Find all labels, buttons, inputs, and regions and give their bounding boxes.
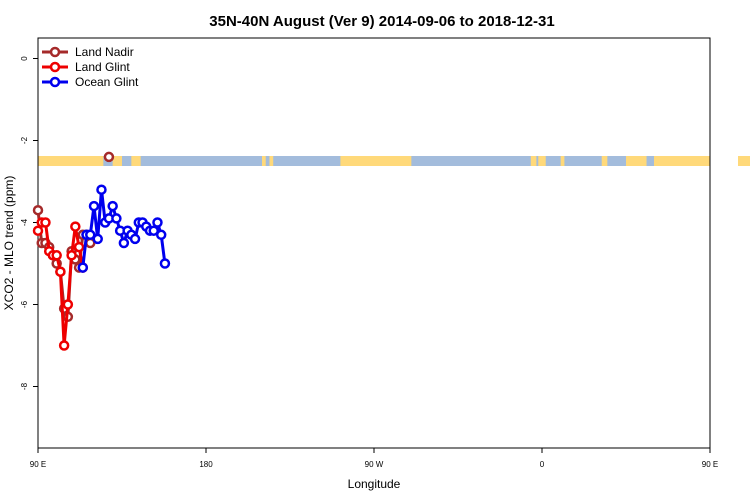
land-band-segment	[626, 156, 647, 166]
ocean-glint-point	[148, 225, 159, 236]
land-band-segment	[530, 156, 537, 166]
legend-swatch-marker	[49, 46, 61, 58]
band-layer	[38, 156, 750, 166]
ocean-glint-point	[92, 233, 103, 245]
x-axis-label: Longitude	[348, 477, 401, 491]
land-glint-point	[55, 266, 66, 277]
ocean-glint-point	[111, 213, 122, 224]
land-glint-point	[58, 340, 70, 351]
ocean-glint-point	[152, 217, 163, 228]
land-band-segment	[38, 156, 104, 166]
land-glint-point	[51, 250, 62, 261]
legend-swatch-marker	[49, 76, 61, 88]
ocean-glint-point	[77, 262, 89, 273]
ocean-glint-point	[155, 229, 167, 241]
land-glint-point	[70, 221, 81, 232]
x-tick-label: 90 E	[30, 460, 46, 469]
ocean-glint-point	[159, 258, 171, 269]
land-band-segment	[738, 156, 750, 166]
y-axis: 0 -2 -4 -6 -8	[20, 56, 38, 390]
land-glint-point	[73, 241, 85, 253]
legend-item-land-glint: Land Glint	[42, 60, 130, 74]
land-band-segment	[262, 156, 266, 166]
land-glint-point	[62, 299, 74, 310]
land-band-segment	[340, 156, 412, 166]
x-tick-label: 0	[540, 460, 545, 469]
legend-label: Land Glint	[75, 60, 130, 74]
legend-swatch-marker	[49, 61, 61, 73]
land-band-segment	[654, 156, 710, 166]
land-band-segment	[538, 156, 546, 166]
ocean-glint-point	[118, 237, 130, 249]
series-layer	[32, 151, 171, 351]
legend-label: Ocean Glint	[75, 75, 139, 89]
x-tick-label: 90 E	[702, 460, 718, 469]
series-ocean-glint	[77, 184, 171, 273]
ocean-glint-point	[85, 229, 96, 241]
series-land-nadir	[32, 151, 115, 323]
land-band-segment	[560, 156, 565, 166]
ocean-glint-point	[107, 200, 118, 212]
land-band-segment	[601, 156, 608, 166]
land-glint-point	[66, 250, 77, 261]
plot-frame	[37, 37, 711, 449]
series-land-glint	[32, 217, 89, 351]
land-nadir-point	[32, 204, 44, 216]
x-tick-label: 90 W	[365, 460, 384, 469]
ocean-glint-point	[96, 184, 107, 195]
ocean-glint-point	[88, 200, 100, 212]
land-band-segment	[112, 156, 122, 166]
land-band-segment	[131, 156, 141, 166]
y-tick-label: -2	[20, 136, 29, 144]
land-glint-point	[40, 217, 51, 228]
land-nadir-point	[103, 151, 115, 163]
land-glint-point	[32, 225, 44, 236]
land-band-segment	[269, 156, 274, 166]
y-tick-label: -6	[20, 300, 29, 308]
y-tick-label: 0	[20, 56, 29, 61]
y-tick-label: -8	[20, 382, 29, 390]
y-axis-label: XCO2 - MLO trend (ppm)	[2, 176, 16, 311]
legend-label: Land Nadir	[75, 45, 134, 59]
legend-item-ocean-glint: Ocean Glint	[42, 75, 139, 89]
y-tick-label: -4	[20, 218, 29, 226]
chart-title: 35N-40N August (Ver 9) 2014-09-06 to 201…	[209, 13, 554, 30]
legend-item-land-nadir: Land Nadir	[42, 45, 134, 59]
ocean-glint-point	[129, 233, 141, 245]
x-tick-label: 180	[199, 460, 213, 469]
